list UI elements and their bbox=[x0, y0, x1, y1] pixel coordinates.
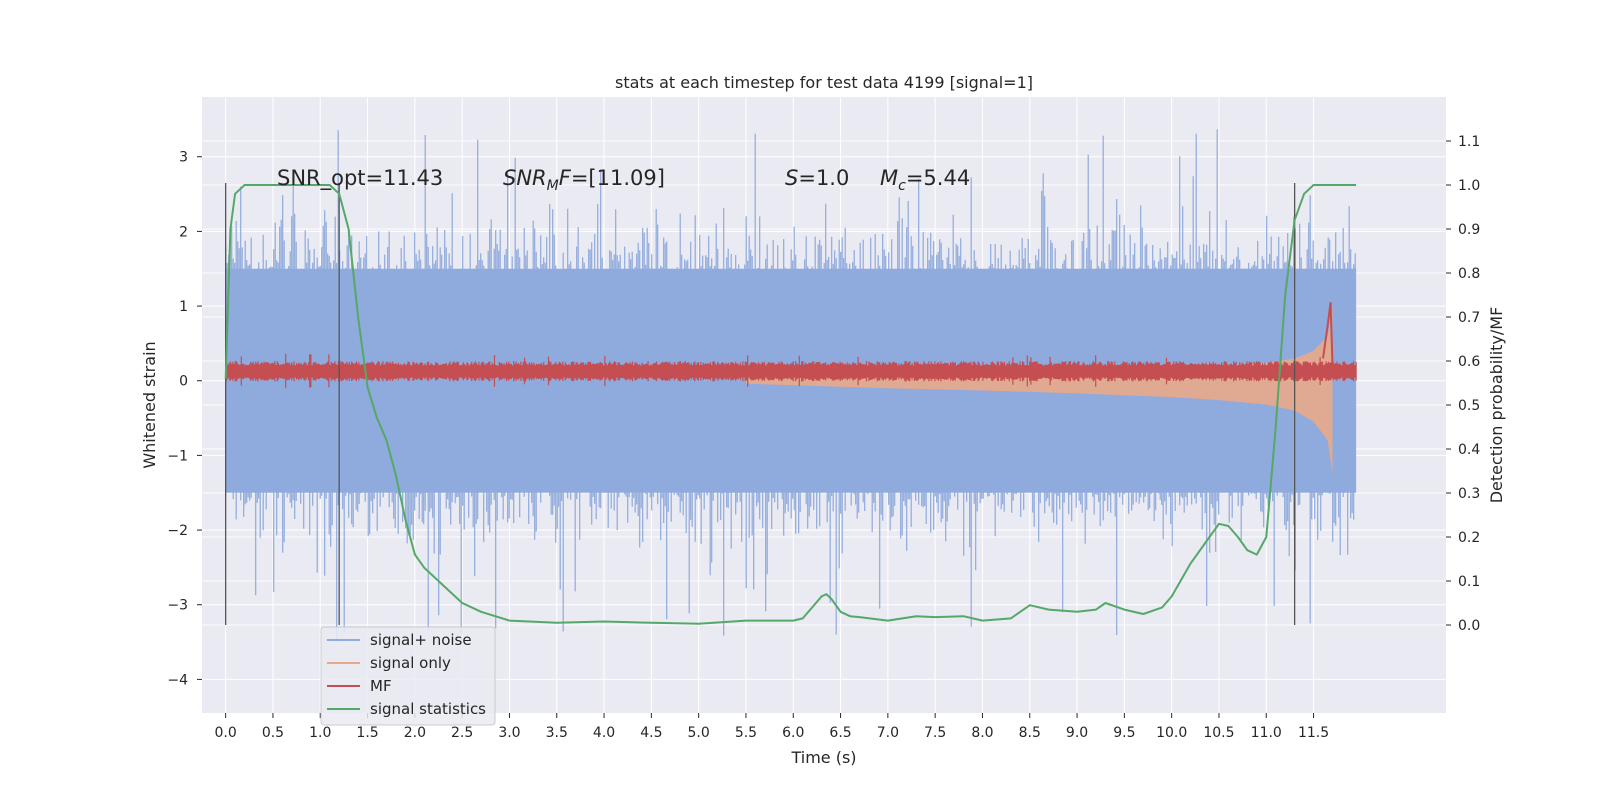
x-tick-label: 11.0 bbox=[1251, 725, 1282, 741]
x-tick-label: 10.0 bbox=[1156, 725, 1187, 741]
x-tick-label: 0.5 bbox=[262, 725, 284, 741]
x-tick-label: 10.5 bbox=[1203, 725, 1234, 741]
y2-axis-label: Detection probability/MF bbox=[1487, 307, 1506, 504]
signal-only-envelope bbox=[745, 306, 1333, 475]
y2-tick-label: 0.3 bbox=[1458, 486, 1480, 502]
legend-label-mf: MF bbox=[370, 677, 392, 695]
legend-label-signal-plus-noise: signal+ noise bbox=[370, 631, 472, 649]
legend-label-signal-only: signal only bbox=[370, 654, 451, 672]
x-tick-label: 9.5 bbox=[1113, 725, 1135, 741]
x-tick-label: 11.5 bbox=[1298, 725, 1329, 741]
legend-box bbox=[320, 626, 496, 726]
signal-statistics-series bbox=[224, 184, 1357, 625]
y2-tick-label: 0.7 bbox=[1458, 310, 1480, 326]
y2-tick-label: 1.1 bbox=[1458, 134, 1480, 150]
vertical-markers bbox=[225, 183, 1296, 625]
x-tick-label: 4.5 bbox=[640, 725, 662, 741]
chart-title: stats at each timestep for test data 419… bbox=[615, 73, 1033, 92]
ticks: 0.0 0.5 1.0 1.5 2.0 2.5 3.0 3.5 4.0 4.5 5.0 5.5 6.0 6… bbox=[167, 134, 1480, 741]
y2-tick-label: 0.2 bbox=[1458, 530, 1480, 546]
y-tick-label: −2 bbox=[167, 523, 188, 539]
y2-tick-label: 0.5 bbox=[1458, 398, 1480, 414]
signal-only-series bbox=[745, 306, 1333, 475]
x-tick-label: 3.5 bbox=[546, 725, 568, 741]
signal-statistics-line bbox=[224, 184, 1357, 625]
legend-label-signal-statistics: signal statistics bbox=[370, 700, 486, 718]
y2-tick-label: 0.8 bbox=[1458, 266, 1480, 282]
x-tick-label: 8.0 bbox=[971, 725, 993, 741]
y-tick-label: −4 bbox=[167, 672, 188, 688]
annotation-snr-mf: SNRMF=[11.09] bbox=[503, 166, 665, 194]
y-axis-label: Whitened strain bbox=[140, 341, 159, 468]
x-tick-label: 0.0 bbox=[215, 725, 237, 741]
y-tick-label: 0 bbox=[179, 374, 188, 390]
x-tick-label: 4.0 bbox=[593, 725, 615, 741]
x-tick-label: 2.5 bbox=[451, 725, 473, 741]
x-tick-label: 6.5 bbox=[829, 725, 851, 741]
x-tick-label: 1.5 bbox=[356, 725, 378, 741]
x-tick-label: 5.0 bbox=[688, 725, 710, 741]
y2-tick-label: 0.6 bbox=[1458, 354, 1480, 370]
y-tick-label: 2 bbox=[179, 224, 188, 240]
x-tick-label: 2.0 bbox=[404, 725, 426, 741]
y-tick-label: −3 bbox=[167, 598, 188, 614]
y2-tick-label: 0.4 bbox=[1458, 442, 1480, 458]
x-tick-label: 8.5 bbox=[1019, 725, 1041, 741]
legend: signal+ noise signal only MF signal stat… bbox=[320, 626, 496, 726]
annotation-mc: Mc=5.44 bbox=[880, 166, 970, 194]
y2-tick-label: 0.1 bbox=[1458, 574, 1480, 590]
annotation-snr-opt: SNR_opt=11.43 bbox=[277, 166, 443, 191]
x-axis-label: Time (s) bbox=[790, 748, 856, 767]
x-tick-label: 9.0 bbox=[1066, 725, 1088, 741]
y-tick-label: −1 bbox=[167, 448, 188, 464]
annotation-s: S=1.0 bbox=[785, 166, 849, 190]
x-tick-label: 7.5 bbox=[924, 725, 946, 741]
y2-tick-label: 0.9 bbox=[1458, 222, 1480, 238]
mf-peak bbox=[1322, 302, 1334, 366]
x-tick-label: 3.0 bbox=[498, 725, 520, 741]
y-tick-label: 3 bbox=[179, 150, 188, 166]
y2-tick-label: 1.0 bbox=[1458, 178, 1480, 194]
x-tick-label: 1.0 bbox=[309, 725, 331, 741]
x-tick-label: 7.0 bbox=[877, 725, 899, 741]
y2-tick-label: 0.0 bbox=[1458, 618, 1480, 634]
x-tick-label: 5.5 bbox=[735, 725, 757, 741]
x-tick-label: 6.0 bbox=[782, 725, 804, 741]
y-tick-label: 1 bbox=[179, 299, 188, 315]
